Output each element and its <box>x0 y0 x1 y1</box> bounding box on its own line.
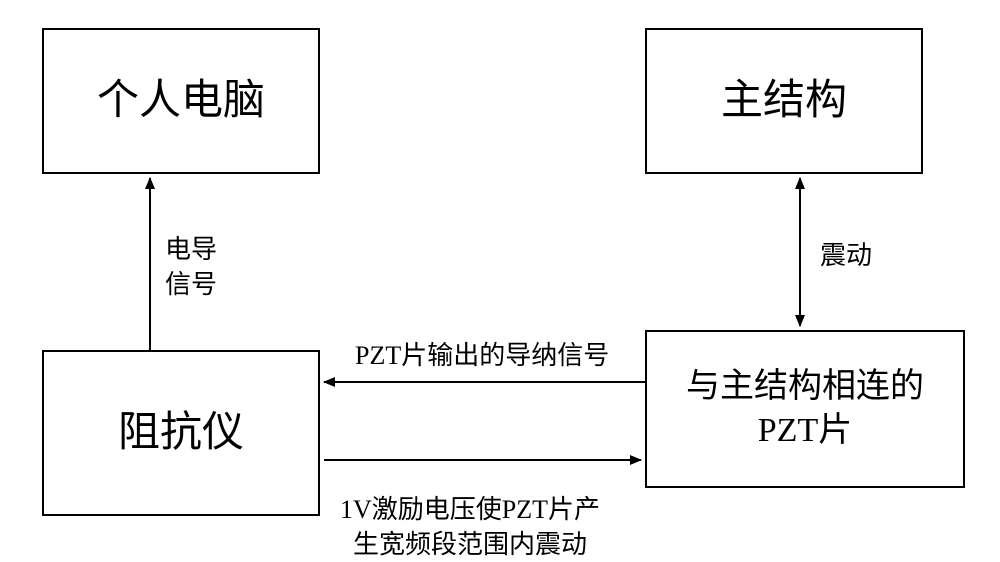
edge-label-vibration: 震动 <box>820 238 872 273</box>
node-pc: 个人电脑 <box>42 28 320 174</box>
node-pzt: 与主结构相连的 PZT片 <box>645 330 965 488</box>
node-pzt-label: 与主结构相连的 PZT片 <box>686 365 924 453</box>
node-impedance-analyzer: 阻抗仪 <box>42 350 320 516</box>
edge-label-admittance-signal: PZT片输出的导纳信号 <box>355 338 609 373</box>
node-impedance-analyzer-label: 阻抗仪 <box>118 408 244 458</box>
node-pc-label: 个人电脑 <box>97 76 265 126</box>
edge-label-conductance-signal: 电导 信号 <box>165 232 217 302</box>
node-main-structure: 主结构 <box>645 28 923 174</box>
edge-label-excitation-voltage: 1V激励电压使PZT片产 生宽频段范围内震动 <box>340 492 600 562</box>
node-main-structure-label: 主结构 <box>721 76 847 126</box>
